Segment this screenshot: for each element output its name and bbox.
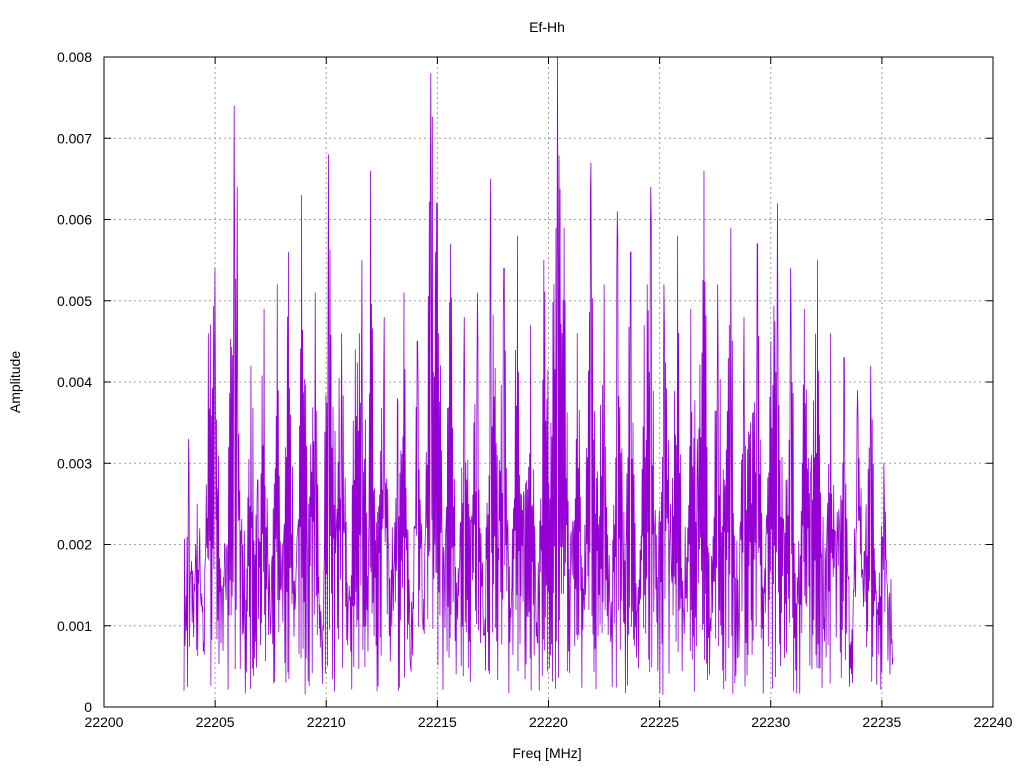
x-tick-label: 22205 xyxy=(196,714,235,730)
y-tick-label: 0.004 xyxy=(57,374,92,390)
chart-title: Ef-Hh xyxy=(529,19,565,35)
y-tick-label: 0.008 xyxy=(57,49,92,65)
x-tick-label: 22220 xyxy=(529,714,568,730)
tick-layer xyxy=(103,56,994,708)
x-axis-label: Freq [MHz] xyxy=(512,745,581,761)
x-tick-label: 22200 xyxy=(85,714,124,730)
series-layer xyxy=(183,56,894,695)
x-tick-label: 22210 xyxy=(307,714,346,730)
y-axis-label: Amplitude xyxy=(7,351,23,413)
series-line xyxy=(183,56,894,695)
y-tick-label: 0.007 xyxy=(57,130,92,146)
y-tick-label: 0.002 xyxy=(57,537,92,553)
y-tick-label: 0 xyxy=(84,699,92,715)
x-tick-label: 22215 xyxy=(418,714,457,730)
tick-label-layer: 22200 22205 22210 22215 22220 22225 22230 22235… xyxy=(57,49,1013,730)
x-tick-label: 22235 xyxy=(862,714,901,730)
y-tick-label: 0.001 xyxy=(57,618,92,634)
y-tick-label: 0.005 xyxy=(57,293,92,309)
x-tick-label: 22240 xyxy=(974,714,1013,730)
y-tick-label: 0.003 xyxy=(57,455,92,471)
x-tick-label: 22230 xyxy=(751,714,790,730)
y-tick-label: 0.006 xyxy=(57,212,92,228)
x-tick-label: 22225 xyxy=(640,714,679,730)
